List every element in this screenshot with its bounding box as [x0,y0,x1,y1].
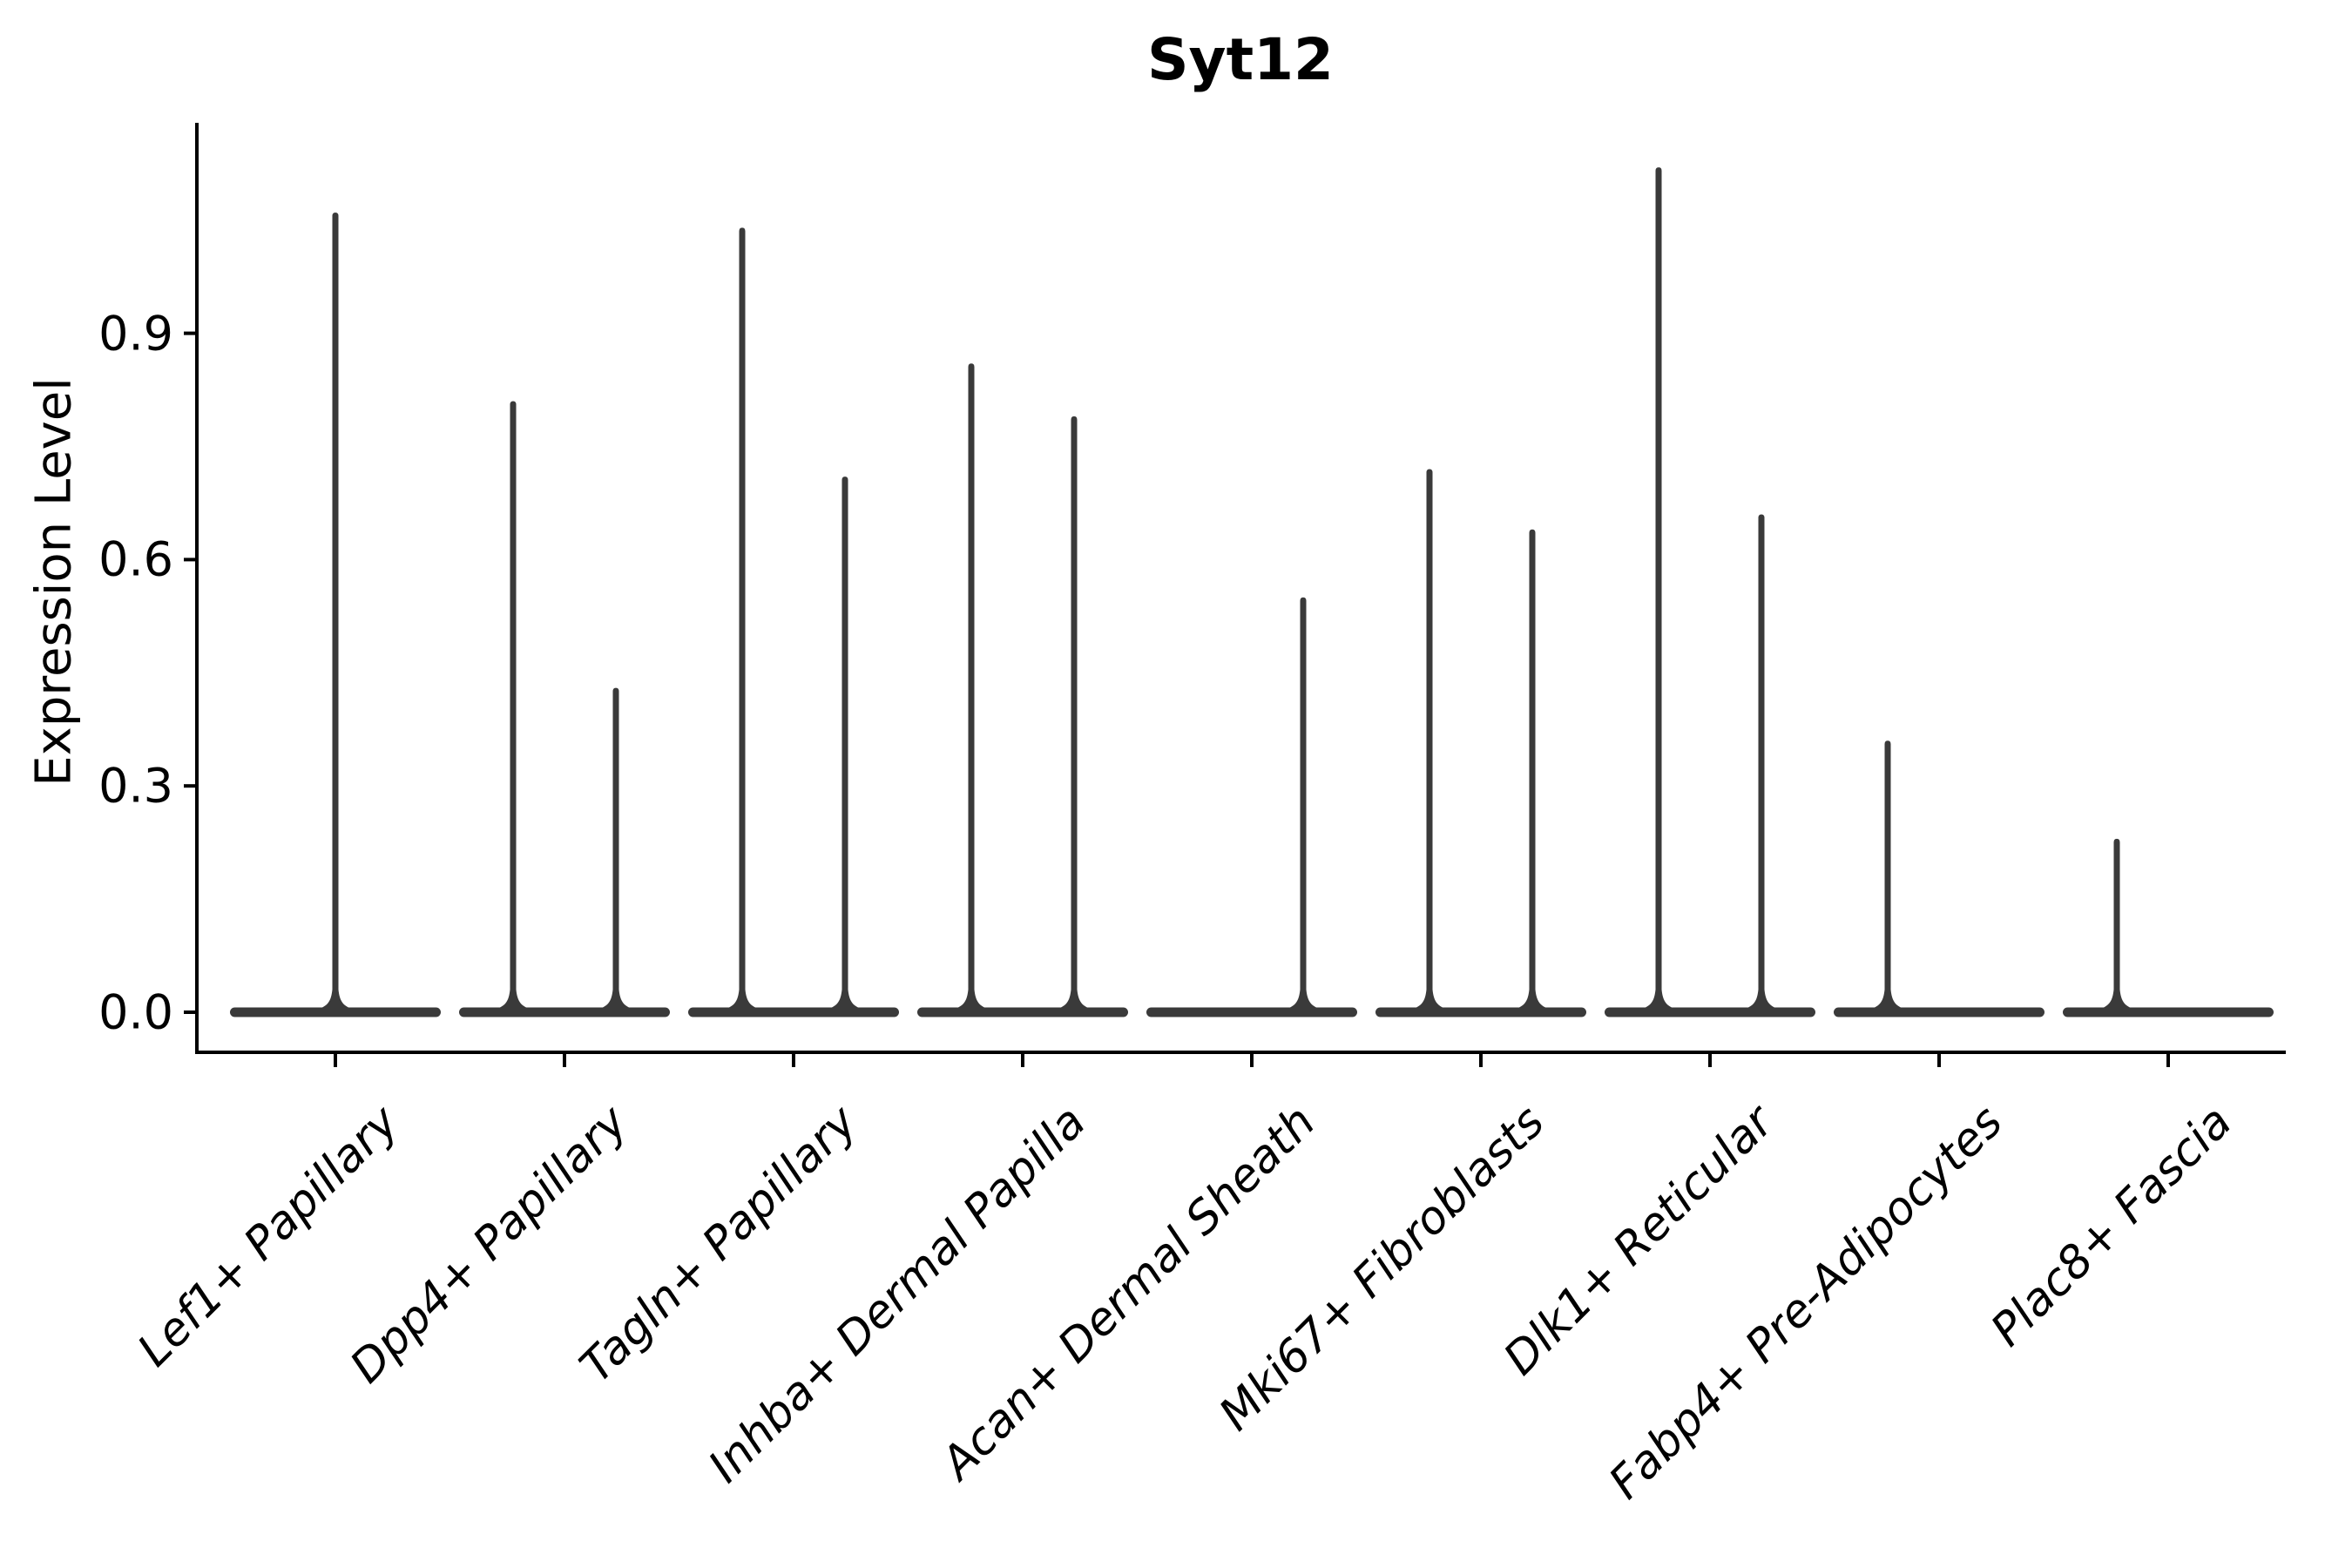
violin-base [230,1007,441,1017]
y-axis-spine [195,123,199,1054]
y-tick-mark [184,784,195,788]
violin-base [917,1007,1128,1017]
violin [1375,469,1586,1017]
violin [2063,838,2274,1017]
violin-spike [1638,167,1680,1010]
y-tick-label: 0.0 [98,984,173,1040]
violin-base [688,1007,899,1017]
y-tick-mark [184,558,195,562]
x-tick-mark [792,1051,795,1067]
violin [688,227,899,1017]
x-tick-mark [1708,1051,1712,1067]
violin-base [1605,1007,1815,1017]
violin [1605,167,1815,1017]
x-tick-mark [1250,1051,1254,1067]
violin-spike [721,227,763,1010]
violin-spike [824,476,866,1010]
y-tick-label: 0.9 [98,306,173,362]
violin-base [1146,1007,1357,1017]
x-tick-mark [1479,1051,1483,1067]
violin-spike [492,401,534,1010]
violin-spike [1511,529,1553,1010]
violin-spike [314,213,356,1010]
violin-base [459,1007,670,1017]
y-tick-mark [184,331,195,335]
violin-spike [950,363,992,1010]
violin [1146,597,1357,1017]
violin-spike [595,687,637,1010]
chart-title: Syt12 [1147,26,1334,93]
violin-spike [1282,597,1324,1010]
y-axis-label: Expression Level [25,377,83,787]
y-tick-label: 0.6 [98,531,173,587]
y-tick-label: 0.3 [98,758,173,814]
x-tick-mark [2166,1051,2170,1067]
violin-spike [1740,514,1782,1010]
violin-base [2063,1007,2274,1017]
x-tick-mark [334,1051,337,1067]
violin [230,213,441,1017]
violin [1834,740,2044,1017]
violin [459,401,670,1017]
violin-base [1834,1007,2044,1017]
violin-spike [1053,416,1095,1010]
x-tick-mark [563,1051,566,1067]
x-tick-mark [1937,1051,1941,1067]
x-axis-spine [195,1051,2286,1054]
violin [917,363,1128,1017]
violin-spike [1409,469,1450,1010]
violin-spike [1867,740,1909,1010]
x-tick-mark [1021,1051,1024,1067]
violin-base [1375,1007,1586,1017]
violin-spike [2096,838,2138,1010]
y-tick-mark [184,1010,195,1014]
